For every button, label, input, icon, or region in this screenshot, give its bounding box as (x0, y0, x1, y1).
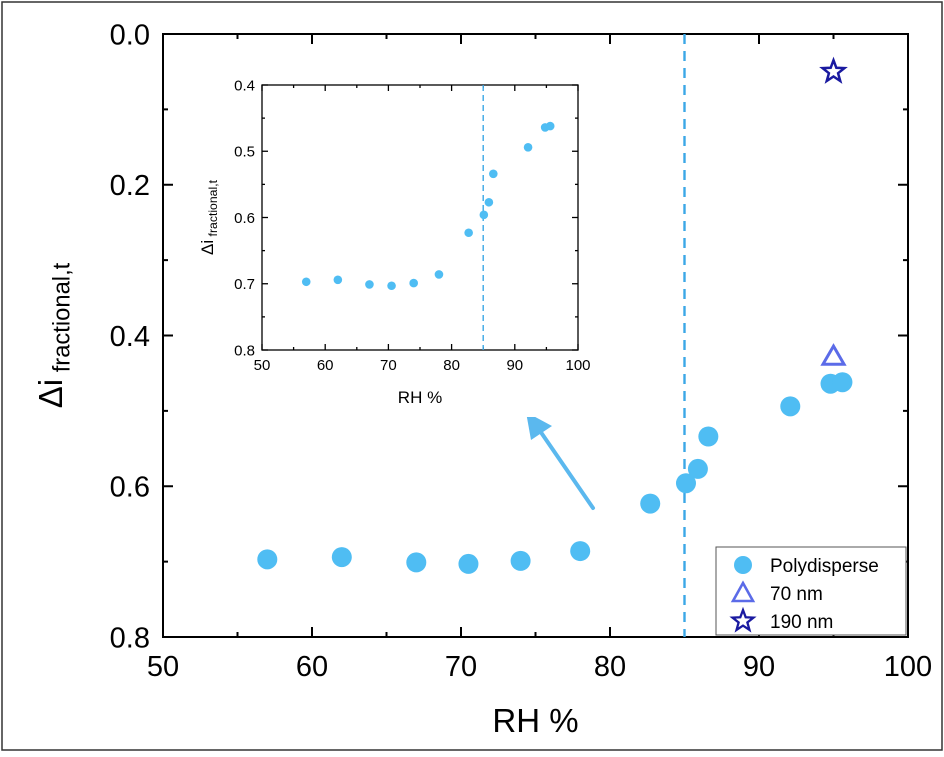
data-point-polydisperse (832, 372, 853, 393)
legend-marker-polydisperse (734, 556, 752, 574)
legend-label: Polydisperse (770, 556, 879, 577)
data-point-polydisperse (484, 197, 494, 207)
y-tick-label: 0.4 (110, 321, 150, 353)
y-axis-label: Δi fractional,t (198, 179, 220, 255)
x-tick-label: 80 (443, 357, 460, 374)
x-tick-label: 70 (445, 651, 477, 683)
x-axis-label: RH % (492, 702, 578, 739)
y-tick-label: 0.5 (234, 144, 255, 161)
y-tick-label: 0.6 (234, 210, 255, 227)
data-point-polydisperse (687, 458, 708, 479)
y-tick-label: 0.7 (234, 276, 255, 293)
x-tick-label: 100 (565, 357, 590, 374)
data-point-polydisperse (387, 281, 396, 291)
data-point-polydisperse (301, 277, 311, 287)
x-tick-label: 50 (254, 357, 271, 374)
legend-marker-70nm (730, 580, 756, 603)
x-axis-label: RH % (398, 388, 442, 407)
y-tick-label: 0.8 (234, 342, 255, 359)
y-axis-label-main: Δi (32, 379, 69, 408)
data-point-polydisperse (406, 552, 427, 573)
data-point-polydisperse (523, 142, 533, 152)
legend: Polydisperse 70 nm 190 nm (715, 546, 907, 636)
data-point-polydisperse (780, 396, 801, 417)
x-tick-label: 90 (743, 651, 775, 683)
x-tick-label: 100 (884, 651, 932, 683)
data-point-polydisperse (570, 541, 591, 562)
x-tick-label: 70 (380, 357, 397, 374)
x-tick-label: 60 (317, 357, 334, 374)
data-point-polydisperse (545, 121, 555, 131)
y-axis-label: Δi fractional,t (32, 262, 75, 408)
y-tick-label: 0.6 (110, 472, 150, 504)
data-point-70nm (820, 343, 847, 366)
data-point-polydisperse (458, 553, 479, 574)
y-tick-label: 0.4 (234, 77, 255, 94)
x-tick-label: 90 (506, 357, 523, 374)
data-point-polydisperse (675, 473, 696, 494)
data-point-polydisperse (333, 275, 343, 285)
data-point-polydisperse (489, 169, 498, 179)
inset-plot: 50 60 70 80 90 100 0.4 0.5 0.6 0.7 0.8 RH % Δi fracti… (195, 72, 605, 417)
legend-label: 190 nm (770, 612, 833, 633)
data-point-polydisperse (640, 493, 661, 514)
data-point-polydisperse (510, 550, 531, 571)
arrow-head (526, 412, 552, 440)
arrow-shaft (536, 426, 595, 510)
inset-pointer-arrow (526, 412, 595, 510)
y-tick-label: 0.8 (110, 622, 150, 654)
legend-label: 70 nm (770, 584, 823, 605)
x-tick-label: 80 (594, 651, 626, 683)
data-point-polydisperse (257, 549, 278, 570)
legend-marker-190nm (729, 606, 757, 633)
y-axis-label-subscript: fractional,t (206, 179, 220, 236)
y-tick-label: 0.2 (110, 170, 150, 202)
y-tick-label: 0.0 (110, 19, 150, 51)
data-point-polydisperse (698, 426, 719, 447)
data-point-polydisperse (479, 210, 489, 220)
x-tick-label: 50 (147, 651, 179, 683)
plot-area (261, 84, 579, 351)
data-point-polydisperse (331, 547, 352, 568)
data-point-polydisperse (365, 280, 374, 289)
data-point-polydisperse (409, 278, 418, 288)
data-point-190nm (819, 56, 848, 84)
data-point-polydisperse (434, 270, 444, 279)
y-axis-label-subscript: fractional,t (48, 262, 75, 372)
x-tick-label: 60 (296, 651, 328, 683)
y-axis-label-main: Δi (198, 240, 217, 255)
data-point-polydisperse (464, 228, 473, 238)
